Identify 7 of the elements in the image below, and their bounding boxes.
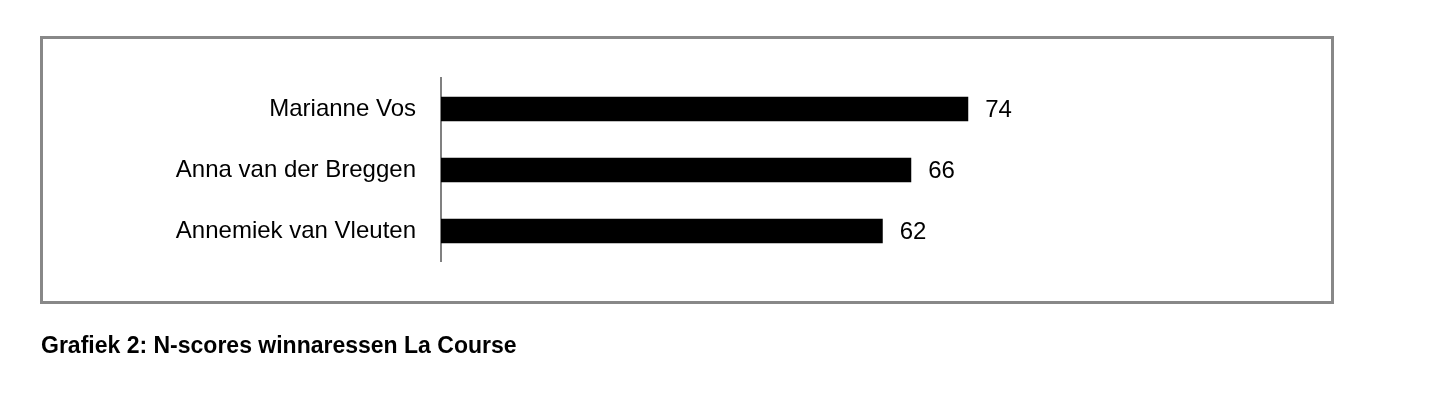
data-label: 66 [928, 155, 955, 183]
data-label: 62 [899, 216, 927, 244]
y-tick-label: Marianne Vos [269, 93, 416, 121]
y-tick-label: Annemiek van Vleuten [175, 215, 416, 243]
y-tick-label: Anna van der Breggen [175, 154, 416, 182]
data-label: 74 [985, 94, 1012, 122]
text: Grafiek 2: N-scores winnaressen La Course [41, 332, 518, 359]
